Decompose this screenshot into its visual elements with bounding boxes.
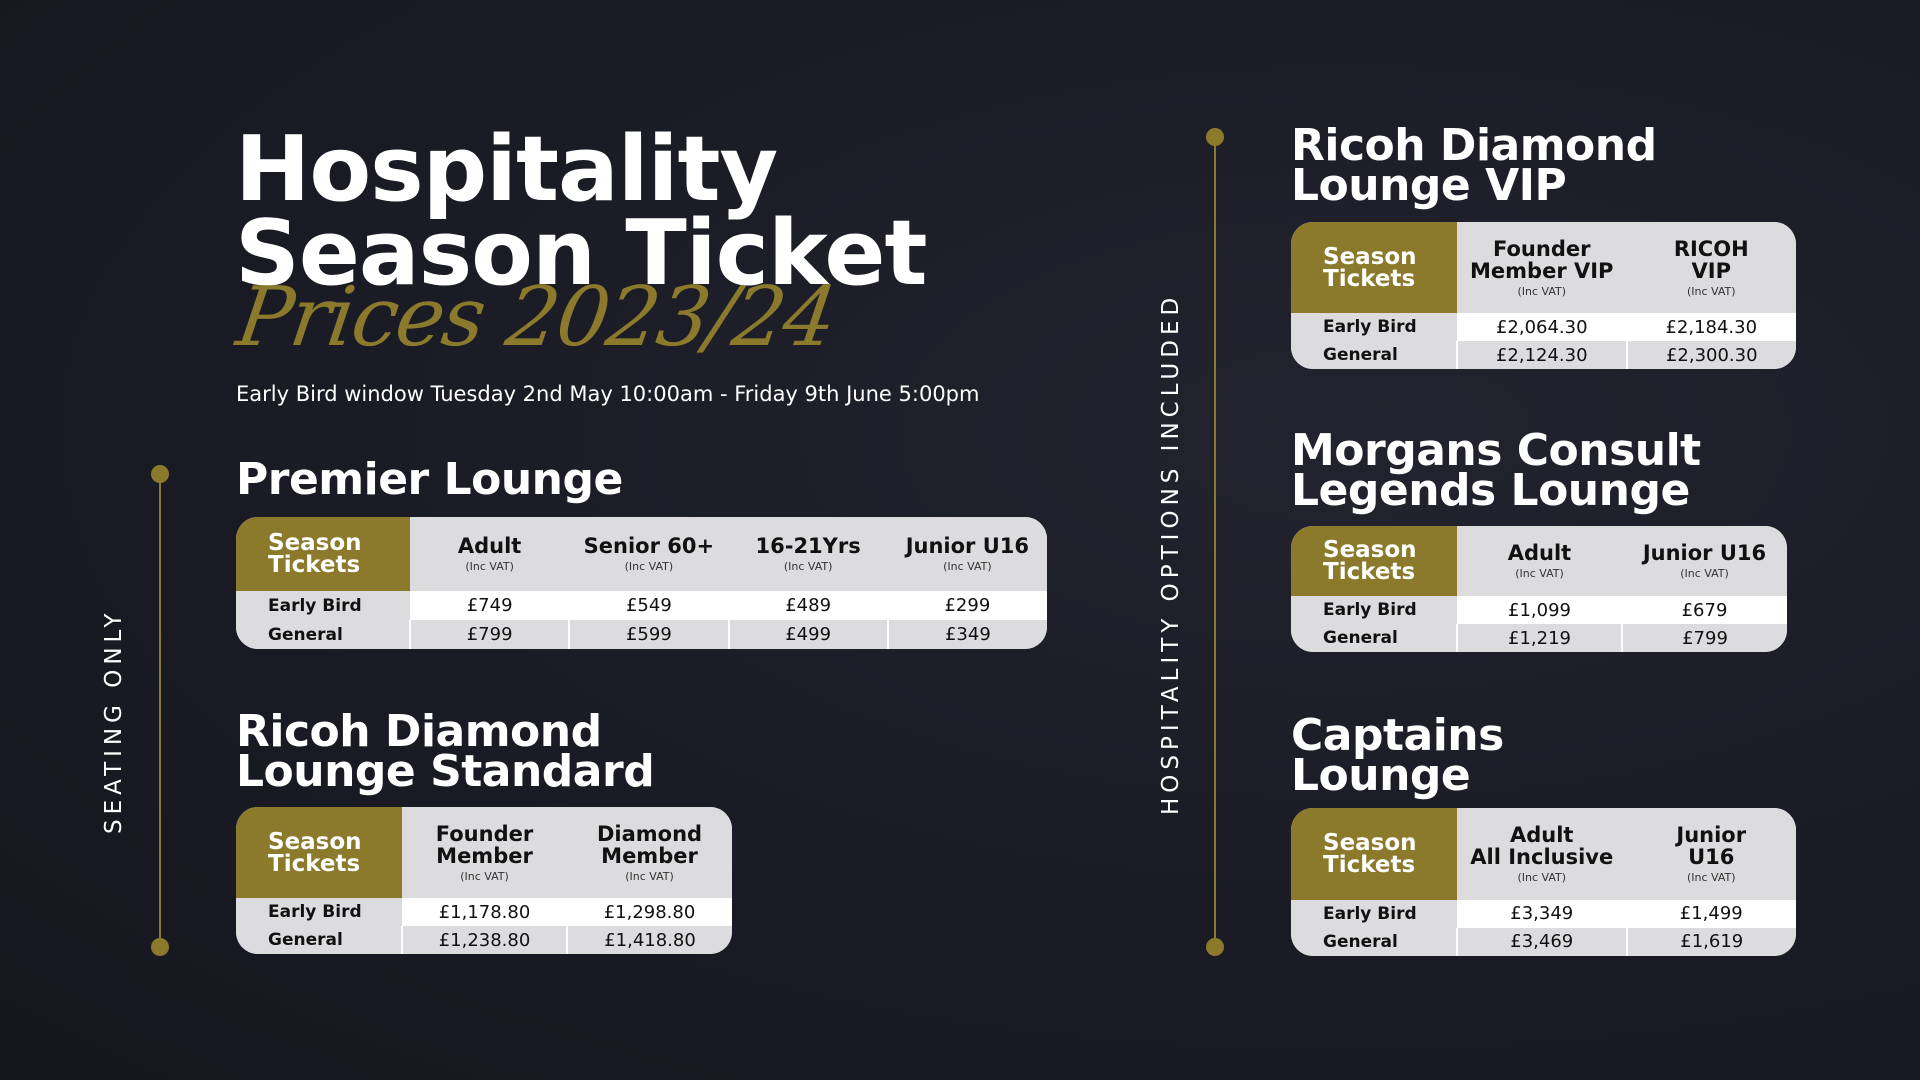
price-cell: £1,298.80 bbox=[567, 898, 732, 926]
column-header: 16-21Yrs (Inc VAT) bbox=[728, 517, 888, 591]
season-tickets-header: Season Tickets bbox=[1291, 808, 1457, 900]
title-line-2: Season Ticket bbox=[235, 201, 927, 306]
row-label-general: General bbox=[1291, 624, 1457, 652]
row-label-general: General bbox=[236, 620, 410, 649]
price-cell: £2,184.30 bbox=[1626, 313, 1796, 341]
side-label-hospitality-included: HOSPITALITY OPTIONS INCLUDED bbox=[1158, 292, 1184, 815]
season-tickets-header: Season Tickets bbox=[1291, 222, 1457, 313]
price-cell: £1,099 bbox=[1457, 596, 1622, 624]
column-header: Junior U16 (Inc VAT) bbox=[1622, 526, 1787, 596]
premier-lounge-price-table: Season Tickets Adult (Inc VAT) Senior 60+(… bbox=[236, 517, 1047, 649]
premier-lounge-title: Premier Lounge bbox=[236, 454, 623, 505]
column-header: Adult (Inc VAT) bbox=[1457, 526, 1622, 596]
price-cell: £2,064.30 bbox=[1457, 313, 1627, 341]
early-bird-window-text: Early Bird window Tuesday 2nd May 10:00a… bbox=[236, 382, 980, 406]
captains-lounge-title: Captains Lounge bbox=[1291, 710, 1504, 801]
column-header: Diamond Member (Inc VAT) bbox=[567, 807, 732, 898]
price-cell: £349 bbox=[886, 620, 1047, 649]
price-cell: £1,499 bbox=[1626, 899, 1796, 928]
price-cell: £1,178.80 bbox=[402, 898, 567, 926]
price-cell: £299 bbox=[887, 591, 1047, 620]
title-script-prices: Prices 2023/24 bbox=[231, 270, 841, 365]
season-tickets-header: Season Tickets bbox=[236, 807, 402, 898]
page-title: Hospitality Season Ticket bbox=[235, 125, 927, 299]
price-cell: £3,469 bbox=[1456, 927, 1627, 956]
price-cell: £679 bbox=[1622, 596, 1787, 624]
price-cell: £3,349 bbox=[1457, 899, 1627, 928]
column-header: Junior U16 (Inc VAT) bbox=[1626, 808, 1796, 900]
season-tickets-header: Season Tickets bbox=[1291, 526, 1457, 596]
row-label-general: General bbox=[1291, 927, 1457, 956]
row-label-early-bird: Early Bird bbox=[236, 591, 410, 620]
row-label-early-bird: Early Bird bbox=[1291, 313, 1457, 341]
price-cell: £1,619 bbox=[1625, 927, 1796, 956]
price-cell: £499 bbox=[727, 620, 888, 649]
row-label-early-bird: Early Bird bbox=[1291, 899, 1457, 928]
side-label-seating-only: SEATING ONLY bbox=[101, 608, 127, 834]
timeline-line-left bbox=[159, 474, 161, 946]
timeline-dot-bottom-left bbox=[151, 938, 169, 956]
season-tickets-header: Season Tickets bbox=[236, 517, 410, 591]
ricoh-vip-price-table: Season Tickets Founder Member VIP (Inc VAT)… bbox=[1291, 222, 1796, 369]
column-header: RICOH VIP (Inc VAT) bbox=[1626, 222, 1796, 313]
row-label-general: General bbox=[1291, 341, 1457, 369]
column-header: Junior U16 (Inc VAT) bbox=[887, 517, 1047, 591]
price-cell: £799 bbox=[408, 620, 570, 649]
price-cell: £1,418.80 bbox=[566, 926, 732, 954]
price-cell: £1,238.80 bbox=[401, 926, 567, 954]
price-cell: £599 bbox=[568, 620, 729, 649]
row-label-general: General bbox=[236, 926, 402, 954]
title-line-1: Hospitality bbox=[235, 117, 778, 222]
timeline-dot-bottom-right bbox=[1206, 938, 1224, 956]
ricoh-standard-price-table: Season Tickets Founder Member (Inc VAT) Dia… bbox=[236, 807, 732, 954]
price-cell: £749 bbox=[410, 591, 570, 620]
column-header: Adult All Inclusive (Inc VAT) bbox=[1457, 808, 1627, 900]
price-cell: £549 bbox=[569, 591, 729, 620]
row-label-early-bird: Early Bird bbox=[1291, 596, 1457, 624]
captains-lounge-price-table: Season Tickets Adult All Inclusive (Inc VAT… bbox=[1291, 808, 1796, 956]
price-cell: £2,124.30 bbox=[1456, 341, 1627, 369]
price-cell: £799 bbox=[1621, 624, 1787, 652]
price-cell: £2,300.30 bbox=[1625, 341, 1796, 369]
timeline-line-right bbox=[1214, 137, 1216, 946]
price-cell: £1,219 bbox=[1456, 624, 1622, 652]
column-header: Senior 60+ (Inc VAT) bbox=[569, 517, 729, 591]
ricoh-vip-title: Ricoh Diamond Lounge VIP bbox=[1291, 120, 1657, 211]
price-cell: £489 bbox=[728, 591, 888, 620]
column-header: Founder Member (Inc VAT) bbox=[402, 807, 567, 898]
row-label-early-bird: Early Bird bbox=[236, 898, 402, 926]
column-header: Founder Member VIP (Inc VAT) bbox=[1457, 222, 1627, 313]
column-header: Adult (Inc VAT) bbox=[410, 517, 570, 591]
morgans-legends-title: Morgans Consult Legends Lounge bbox=[1291, 425, 1701, 516]
ricoh-standard-title: Ricoh Diamond Lounge Standard bbox=[236, 706, 655, 797]
morgans-legends-price-table: Season Tickets Adult (Inc VAT) Junior U16(… bbox=[1291, 526, 1787, 652]
